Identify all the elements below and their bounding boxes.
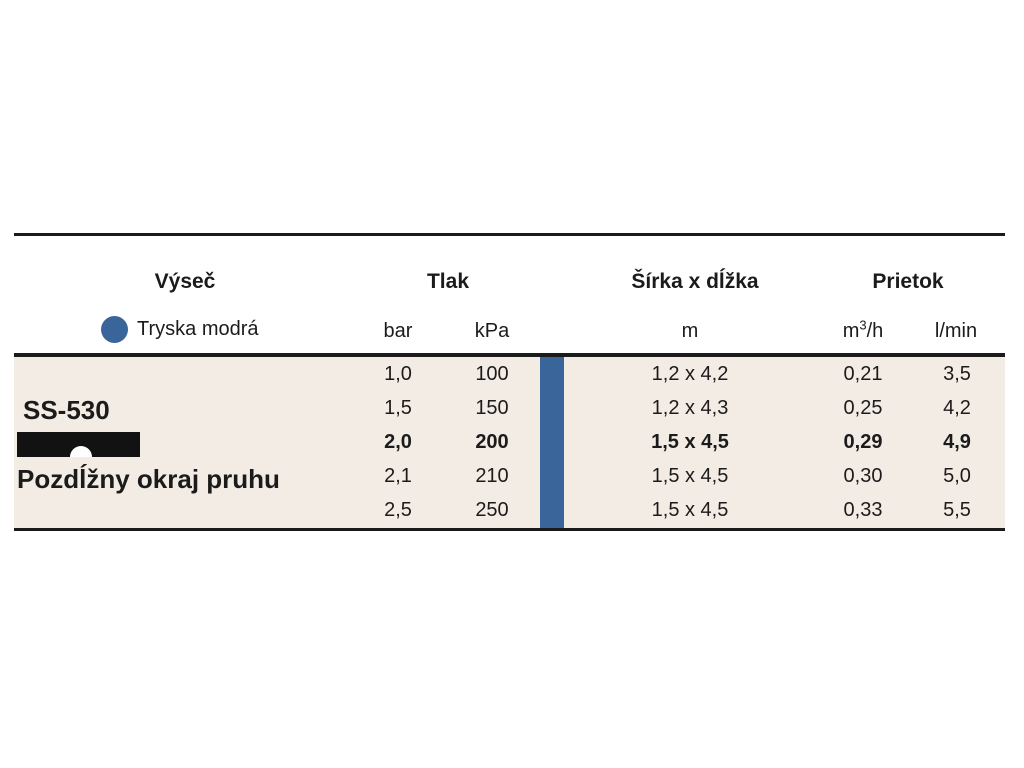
header-flow: Prietok	[872, 270, 944, 293]
product-block: SS-530 Pozdĺžny okraj pruhu	[17, 357, 357, 528]
cell-lmin: 5,0	[943, 465, 971, 488]
cell-kpa: 100	[475, 362, 509, 385]
cell-m: 1,2 x 4,2	[651, 362, 729, 385]
table-header: Výseč Tlak Šírka x dĺžka Prietok Tryska …	[14, 236, 1005, 353]
bottom-rule	[14, 528, 1005, 531]
mid-rule	[14, 353, 1005, 357]
unit-m3h-rest: /h	[866, 320, 884, 342]
unit-bar: bar	[383, 320, 413, 342]
cell-lmin: 3,5	[943, 362, 971, 385]
cell-bar: 2,1	[384, 465, 412, 488]
cell-m: 1,5 x 4,5	[651, 465, 729, 488]
sprinkler-notch-icon	[70, 446, 92, 457]
header-dimensions: Šírka x dĺžka	[631, 270, 759, 293]
cell-kpa: 200	[475, 431, 509, 453]
cell-kpa: 150	[475, 396, 509, 419]
column-lmin: 3,5 4,2 4,9 5,0 5,5	[887, 357, 1024, 528]
cell-m3h: 0,33	[843, 499, 883, 522]
nozzle-legend: Tryska modrá	[101, 316, 259, 343]
cell-m: 1,5 x 4,5	[651, 499, 729, 522]
product-description: Pozdĺžny okraj pruhu	[17, 464, 280, 494]
cell-lmin: 4,2	[943, 396, 971, 419]
cell-m: 1,5 x 4,5	[651, 431, 729, 453]
unit-lmin: l/min	[934, 320, 978, 342]
unit-m3h-base: m	[842, 320, 860, 342]
cell-m3h: 0,29	[843, 431, 883, 453]
cell-kpa: 250	[475, 499, 509, 522]
top-rule	[14, 233, 1005, 236]
cell-m3h: 0,21	[843, 362, 883, 385]
column-m3h: 0,21 0,25 0,29 0,30 0,33	[793, 357, 933, 528]
cell-bar: 1,0	[384, 362, 412, 385]
cell-bar: 2,5	[384, 499, 412, 522]
cell-bar: 2,0	[384, 431, 412, 453]
unit-m3h-sup: 3	[859, 317, 867, 333]
column-kpa: 100 150 200 210 250	[422, 357, 562, 528]
cell-lmin: 5,5	[943, 499, 971, 522]
table-body: SS-530 Pozdĺžny okraj pruhu 1,0 1,5 2,0 2,1…	[14, 357, 1005, 528]
unit-m3h: m3/h	[842, 317, 884, 343]
spec-table: Výseč Tlak Šírka x dĺžka Prietok Tryska …	[14, 233, 1005, 531]
cell-kpa: 210	[475, 465, 509, 488]
blue-divider-bar	[540, 357, 564, 528]
blue-dot-icon	[101, 316, 128, 343]
header-pressure: Tlak	[426, 270, 470, 293]
nozzle-label: Tryska modrá	[137, 318, 259, 340]
header-sector: Výseč	[154, 270, 216, 293]
unit-kpa: kPa	[474, 320, 510, 342]
cell-m3h: 0,25	[843, 396, 883, 419]
cell-lmin: 4,9	[943, 431, 971, 453]
cell-m: 1,2 x 4,3	[651, 396, 729, 419]
cell-m3h: 0,30	[843, 465, 883, 488]
strip-edge-sprinkler-icon	[17, 432, 140, 457]
cell-bar: 1,5	[384, 396, 412, 419]
product-model: SS-530	[23, 395, 110, 425]
unit-m: m	[681, 320, 699, 342]
column-m: 1,2 x 4,2 1,2 x 4,3 1,5 x 4,5 1,5 x 4,5 1,5 …	[620, 357, 760, 528]
column-bar: 1,0 1,5 2,0 2,1 2,5	[328, 357, 468, 528]
